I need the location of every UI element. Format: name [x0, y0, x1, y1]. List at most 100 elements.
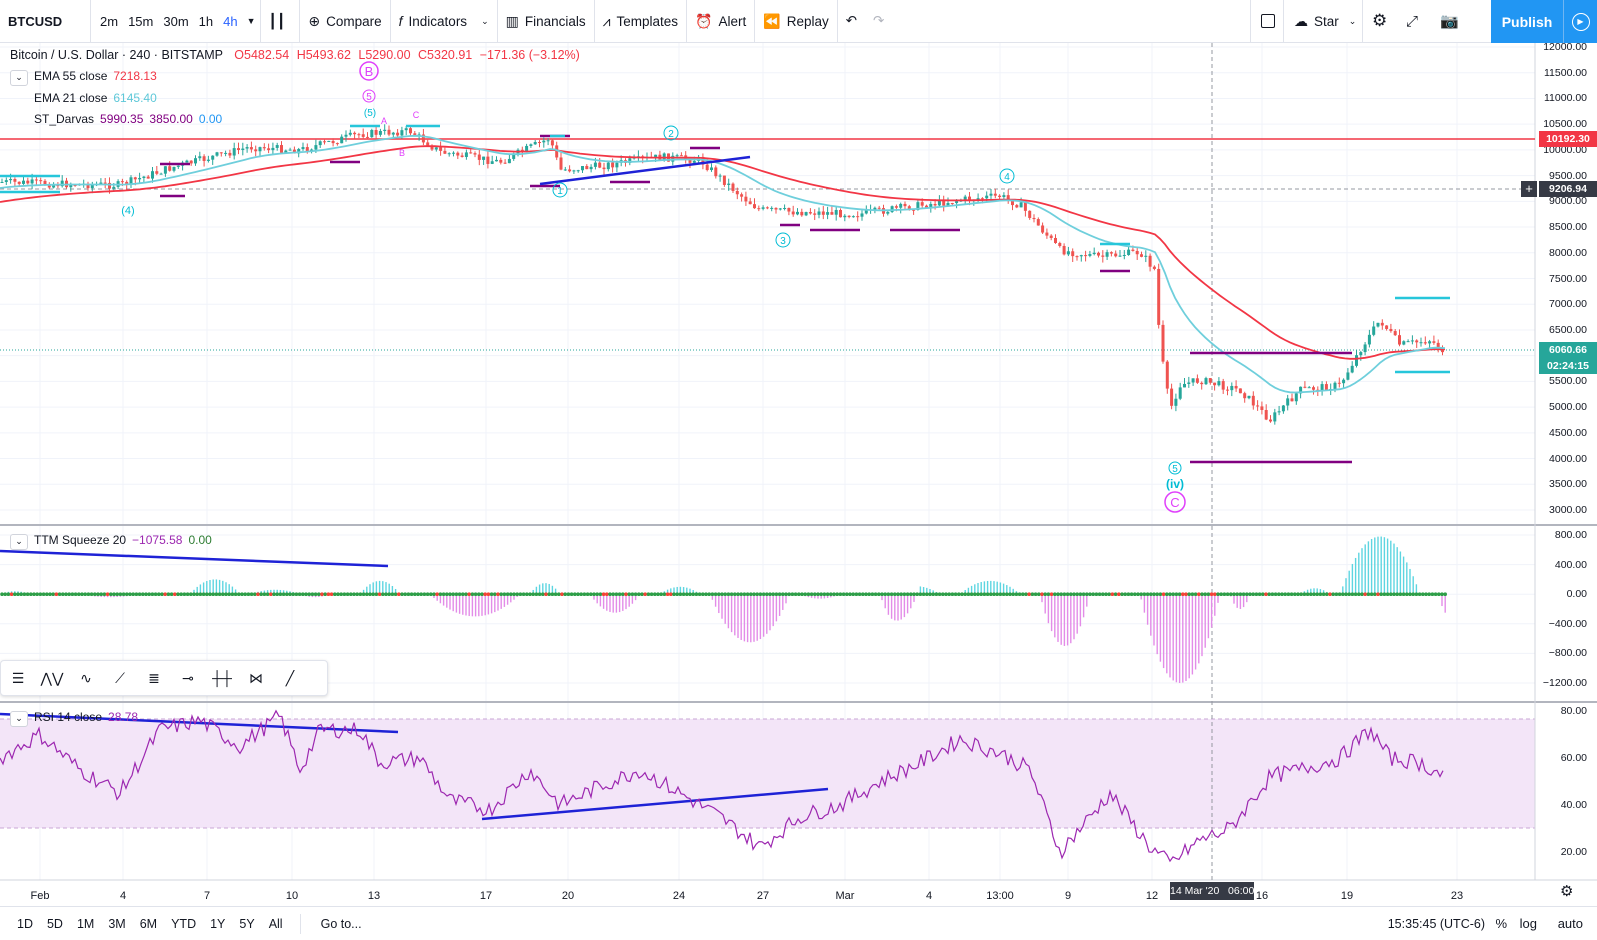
- auto-toggle[interactable]: auto: [1557, 916, 1583, 931]
- elliott-wave-tool[interactable]: ∿: [69, 661, 103, 695]
- candle-body: [1307, 387, 1311, 389]
- ttm-dot: [1187, 592, 1191, 596]
- range-3m[interactable]: 3M: [108, 916, 126, 931]
- candle-body: [151, 171, 154, 179]
- templates-button[interactable]: ⩘ Templates: [595, 0, 686, 43]
- star-save-button[interactable]: ☁ Star ⌄: [1286, 0, 1364, 43]
- chart-canvas[interactable]: B 5 (5) A C B (4) 1 2 3 4 5 (iv) C: [0, 43, 1597, 940]
- ema55-legend[interactable]: ⌄ EMA 55 close 7218.13: [10, 69, 157, 86]
- ttm-dot: [237, 592, 241, 596]
- interval-4h[interactable]: 4h: [223, 13, 238, 29]
- collapse-legend-button[interactable]: ⌄: [10, 534, 28, 550]
- ttm-dot: [185, 592, 190, 596]
- ttm-dot: [621, 592, 625, 596]
- candle-body: [314, 145, 318, 150]
- fib-tool[interactable]: ≣: [137, 661, 171, 695]
- candle-body: [933, 203, 937, 206]
- candle-body: [267, 148, 271, 151]
- pattern-tool[interactable]: ⋈: [239, 661, 273, 695]
- range-1d[interactable]: 1D: [17, 916, 33, 931]
- horizontal-ray-tool[interactable]: ⊸: [171, 661, 205, 695]
- ttm-dot: [221, 592, 225, 596]
- snapshot-button[interactable]: 📷: [1432, 0, 1467, 43]
- ttm-dot: [1120, 592, 1124, 596]
- range-1m[interactable]: 1M: [76, 916, 95, 931]
- undo-button[interactable]: ↶: [838, 0, 865, 43]
- log-toggle[interactable]: log: [1519, 916, 1537, 931]
- ttm-dot: [921, 592, 926, 596]
- publish-button[interactable]: Publish: [1491, 0, 1563, 43]
- trend-line-tool[interactable]: ⟋: [103, 661, 137, 695]
- wave-label-5-c: 5: [1172, 464, 1178, 475]
- symbol-search[interactable]: BTCUSD: [8, 13, 63, 29]
- collapse-legend-button[interactable]: ⌄: [10, 70, 28, 86]
- chevron-down-icon[interactable]: ▼: [246, 16, 256, 26]
- compare-button[interactable]: ⊕ Compare: [300, 0, 389, 43]
- replay-button[interactable]: ⏪ Replay: [755, 0, 836, 43]
- elliott-wave-icon: ∿: [80, 669, 92, 686]
- drawing-handle[interactable]: ☰: [1, 661, 35, 695]
- candle-body: [705, 164, 709, 171]
- alert-button[interactable]: ⏰ Alert: [687, 0, 754, 43]
- ttm-dot: [205, 592, 209, 596]
- crosshair-plus-icon[interactable]: +: [1521, 181, 1537, 197]
- vertical-lines-tool[interactable]: ┼┼: [205, 661, 239, 695]
- goto-date-button[interactable]: Go to...: [320, 916, 362, 931]
- ttm-legend[interactable]: ⌄ TTM Squeeze 20 −1075.58 0.00: [10, 533, 212, 550]
- ttm-dot: [1293, 592, 1297, 596]
- candle-body: [383, 129, 387, 131]
- candle-body: [387, 129, 391, 135]
- rsi-legend[interactable]: ⌄ RSI 14 close 28.78: [10, 710, 138, 727]
- redo-button[interactable]: ↷: [865, 0, 892, 43]
- interval-15m[interactable]: 15m: [128, 13, 154, 29]
- ttm-dot: [1341, 592, 1345, 596]
- ttm-dot: [265, 592, 270, 596]
- line-tool[interactable]: ╱: [273, 661, 307, 695]
- time-tick-label: 9: [1064, 890, 1072, 902]
- ttm-dot: [726, 592, 731, 596]
- fullscreen-button[interactable]: ⤢: [1398, 0, 1426, 43]
- ttm-dot: [115, 592, 119, 596]
- range-6m[interactable]: 6M: [139, 916, 158, 931]
- settings-button[interactable]: ⚙: [1364, 0, 1395, 43]
- price-tick-label: 5000.00: [1549, 401, 1587, 414]
- chart-settings-button[interactable]: ⚙: [1560, 882, 1573, 900]
- collapse-legend-button[interactable]: ⌄: [10, 711, 28, 727]
- ttm-dot: [173, 592, 177, 596]
- darvas-legend[interactable]: ST_Darvas 5990.35 3850.00 0.00: [34, 112, 222, 126]
- play-button[interactable]: ▶: [1563, 0, 1597, 43]
- timezone-clock[interactable]: 15:35:45 (UTC-6): [1387, 916, 1485, 931]
- candle-body: [1389, 328, 1393, 332]
- range-all[interactable]: All: [268, 916, 283, 931]
- ttm-dot: [54, 592, 59, 596]
- chart-type-button[interactable]: ┃┃: [261, 0, 300, 43]
- ttm-dot: [909, 592, 913, 596]
- indicators-button[interactable]: f Indicators ⌄: [391, 0, 497, 43]
- financials-button[interactable]: ▥ Financials: [498, 0, 594, 43]
- range-5d[interactable]: 5D: [46, 916, 63, 931]
- ttm-dot: [1261, 592, 1265, 596]
- ttm-dot: [329, 592, 334, 596]
- ttm-dot: [1158, 592, 1163, 596]
- interval-30m[interactable]: 30m: [163, 13, 189, 29]
- range-5y[interactable]: 5Y: [239, 916, 255, 931]
- percent-toggle[interactable]: %: [1495, 916, 1507, 931]
- interval-2m[interactable]: 2m: [100, 13, 119, 29]
- ttm-dot: [22, 592, 27, 596]
- abc-pattern-tool[interactable]: ⋀⋁: [35, 661, 69, 695]
- ttm-dot: [416, 592, 420, 596]
- candle-body: [404, 128, 408, 131]
- layout-button[interactable]: [1253, 0, 1283, 43]
- ttm-dot: [512, 592, 516, 596]
- ema21-legend[interactable]: EMA 21 close 6145.40: [34, 91, 157, 105]
- ttm-dot: [1273, 592, 1278, 596]
- candle-body: [1226, 389, 1229, 391]
- camera-icon: 📷: [1440, 13, 1459, 30]
- price-tick-label: 11500.00: [1543, 66, 1587, 79]
- range-ytd[interactable]: YTD: [171, 916, 197, 931]
- interval-1h[interactable]: 1h: [198, 13, 214, 29]
- range-1y[interactable]: 1Y: [210, 916, 226, 931]
- ttm-dot: [105, 592, 110, 596]
- candle-body: [550, 140, 554, 146]
- candle-body: [396, 132, 400, 136]
